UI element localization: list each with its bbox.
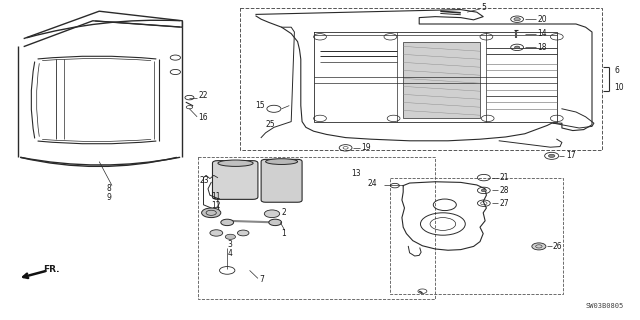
Text: 22: 22 [198,92,208,100]
Text: 3: 3 [228,240,233,249]
Ellipse shape [218,160,253,166]
Text: 17: 17 [566,151,575,160]
Text: 13: 13 [351,169,360,178]
Text: FR.: FR. [44,265,60,274]
Text: 10: 10 [614,84,624,92]
Circle shape [221,219,234,226]
Circle shape [269,219,282,226]
Text: 25: 25 [266,120,275,129]
Text: 12: 12 [211,201,221,210]
Circle shape [210,230,223,236]
Text: 4: 4 [228,249,233,258]
Text: 5: 5 [481,4,486,12]
Bar [403,42,480,118]
Circle shape [481,189,486,192]
Text: 11: 11 [211,192,221,201]
Circle shape [514,18,520,21]
Text: 9: 9 [106,193,111,202]
Text: 18: 18 [538,43,547,52]
Ellipse shape [266,159,298,164]
Text: 26: 26 [553,242,563,251]
Text: 19: 19 [361,143,371,152]
Circle shape [237,230,249,236]
Circle shape [264,210,280,218]
Circle shape [225,234,236,239]
Text: 1: 1 [282,229,286,238]
Circle shape [202,208,221,218]
Circle shape [548,154,555,157]
Circle shape [515,46,520,49]
FancyBboxPatch shape [261,159,302,202]
Text: 27: 27 [499,199,509,208]
Text: 6: 6 [614,66,620,75]
Text: SW03B0805: SW03B0805 [586,303,624,309]
Text: 7: 7 [259,276,264,284]
Text: 20: 20 [538,15,547,24]
Bar [198,157,435,299]
FancyBboxPatch shape [212,161,258,199]
Text: 16: 16 [198,113,208,122]
Text: 21: 21 [499,173,509,182]
Bar [390,178,563,294]
Text: 23: 23 [200,176,209,185]
Text: 28: 28 [499,186,509,195]
Text: 14: 14 [538,29,547,38]
Text: 24: 24 [368,179,378,188]
Circle shape [532,243,546,250]
Text: 8: 8 [106,184,111,193]
Text: 15: 15 [255,101,264,110]
Text: 2: 2 [282,208,286,217]
Bar [240,8,602,150]
